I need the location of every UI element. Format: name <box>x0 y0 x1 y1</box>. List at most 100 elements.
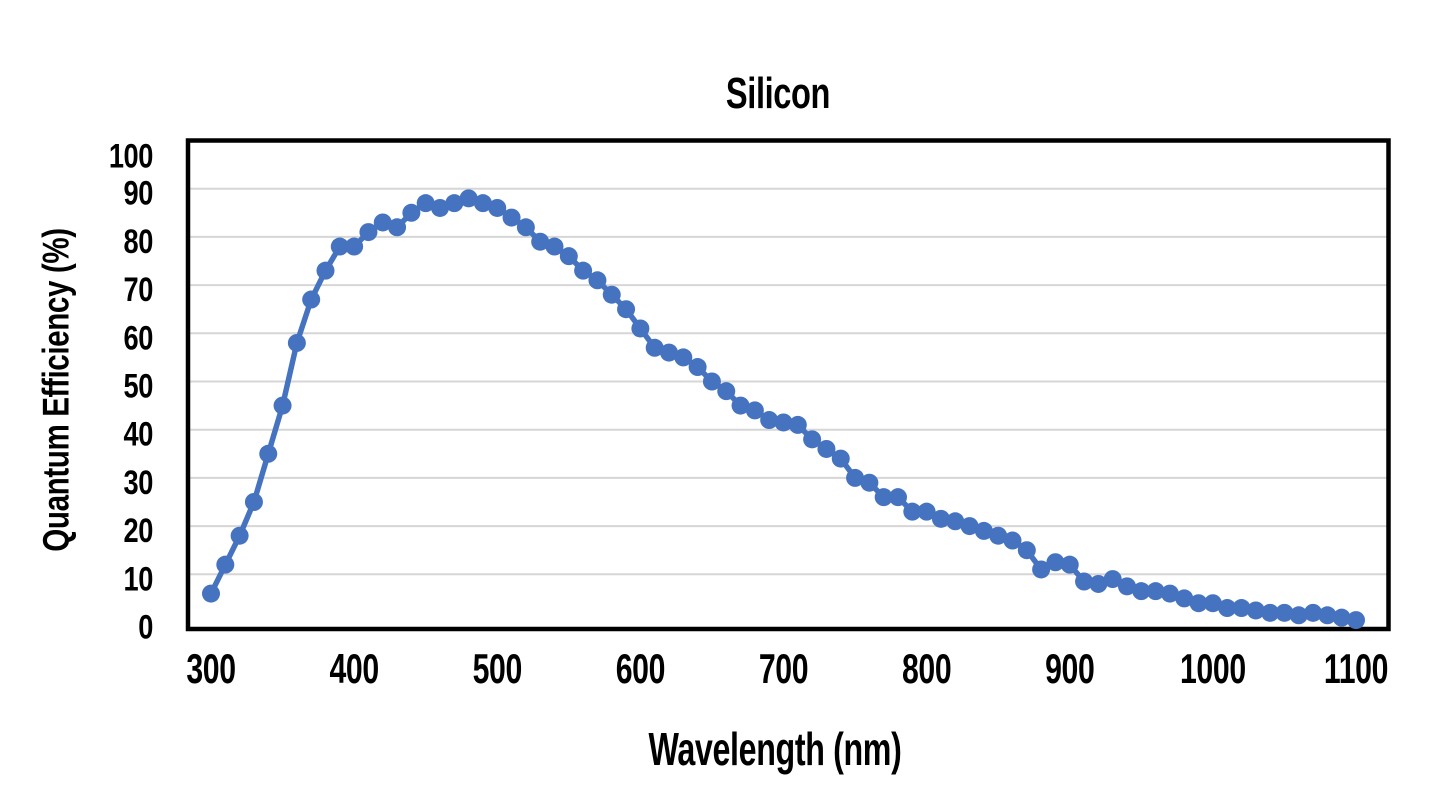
data-point <box>259 444 278 463</box>
data-point <box>1232 599 1251 618</box>
data-point <box>917 502 936 521</box>
data-point <box>717 382 736 401</box>
data-point <box>502 208 521 227</box>
data-point <box>1246 601 1265 620</box>
data-point <box>602 285 621 304</box>
data-point <box>788 415 807 434</box>
data-point <box>1289 606 1308 625</box>
data-point <box>230 526 249 545</box>
data-point <box>989 526 1008 545</box>
y-tick-label: 10 <box>124 559 153 598</box>
qe-curve-line <box>208 195 1359 623</box>
x-tick-label: 900 <box>1045 645 1094 692</box>
data-point <box>588 271 607 290</box>
data-point <box>302 290 321 309</box>
data-point <box>1132 582 1151 601</box>
data-point <box>1089 574 1108 593</box>
data-point <box>273 396 292 415</box>
data-point <box>559 247 578 266</box>
data-point <box>731 396 750 415</box>
data-point <box>330 237 349 256</box>
data-point <box>946 512 965 531</box>
data-point <box>889 488 907 507</box>
data-point <box>645 338 664 357</box>
data-point <box>1175 589 1194 608</box>
chart-title: Silicon <box>725 69 831 118</box>
data-point <box>1046 553 1065 572</box>
data-point <box>1304 603 1323 622</box>
data-point <box>817 439 836 458</box>
data-point <box>473 194 492 213</box>
data-point <box>846 468 865 487</box>
data-point <box>1160 584 1179 603</box>
data-point <box>688 358 707 377</box>
data-point <box>244 493 263 511</box>
x-tick-label: 300 <box>186 645 235 692</box>
x-tick-label: 800 <box>902 645 951 692</box>
data-point <box>774 413 793 432</box>
y-tick-label: 70 <box>124 270 153 309</box>
y-tick-label: 40 <box>124 415 153 454</box>
data-point <box>545 237 564 256</box>
data-point <box>803 430 822 449</box>
data-point <box>1103 570 1122 589</box>
data-point <box>516 218 535 237</box>
data-point <box>287 333 306 352</box>
data-point <box>1003 531 1022 550</box>
data-point <box>459 189 478 208</box>
data-point <box>445 194 464 213</box>
data-point <box>359 223 378 242</box>
data-point <box>674 348 693 367</box>
data-point <box>960 517 979 536</box>
data-point <box>531 232 550 251</box>
y-tick-label: 0 <box>138 608 153 647</box>
data-point <box>660 343 678 362</box>
data-point <box>1332 608 1351 627</box>
x-tick-label: 500 <box>473 645 522 692</box>
data-point <box>631 319 650 338</box>
data-point <box>1275 603 1294 622</box>
data-point <box>574 261 593 280</box>
y-tick-label: 60 <box>124 318 153 357</box>
data-point <box>874 488 893 507</box>
y-tick-label: 80 <box>124 222 153 261</box>
data-point <box>402 203 421 222</box>
y-tick-label: 90 <box>124 174 153 213</box>
data-point <box>1017 541 1036 560</box>
x-tick-label: 1000 <box>1180 645 1246 692</box>
data-point <box>831 449 850 468</box>
data-point <box>345 237 364 256</box>
x-axis-title: Wavelength (nm) <box>648 723 902 775</box>
data-point <box>216 555 235 574</box>
y-tick-label: 20 <box>124 511 153 550</box>
data-point <box>1318 606 1337 625</box>
y-tick-label: 100 <box>109 137 153 176</box>
data-point <box>931 509 950 528</box>
data-point <box>316 261 335 280</box>
x-tick-label: 1100 <box>1324 645 1388 692</box>
data-point <box>617 300 636 319</box>
plot-border <box>185 138 1391 632</box>
y-tick-label: 30 <box>124 463 153 502</box>
data-point <box>745 401 764 420</box>
data-point <box>1261 603 1280 622</box>
data-point <box>416 194 435 213</box>
x-tick-label: 600 <box>616 645 665 692</box>
data-point <box>903 502 922 521</box>
data-point <box>202 584 220 603</box>
data-point <box>1189 594 1208 613</box>
data-point <box>488 198 507 217</box>
data-point <box>1347 611 1365 630</box>
data-point <box>388 218 407 237</box>
data-point <box>1203 594 1222 613</box>
data-point <box>702 372 721 391</box>
data-point <box>1218 599 1237 618</box>
x-tick-label: 700 <box>759 645 808 692</box>
data-point <box>1060 555 1079 574</box>
data-point <box>860 473 879 492</box>
data-point <box>974 521 993 540</box>
data-point <box>373 213 392 232</box>
x-tick-label: 400 <box>329 645 378 692</box>
